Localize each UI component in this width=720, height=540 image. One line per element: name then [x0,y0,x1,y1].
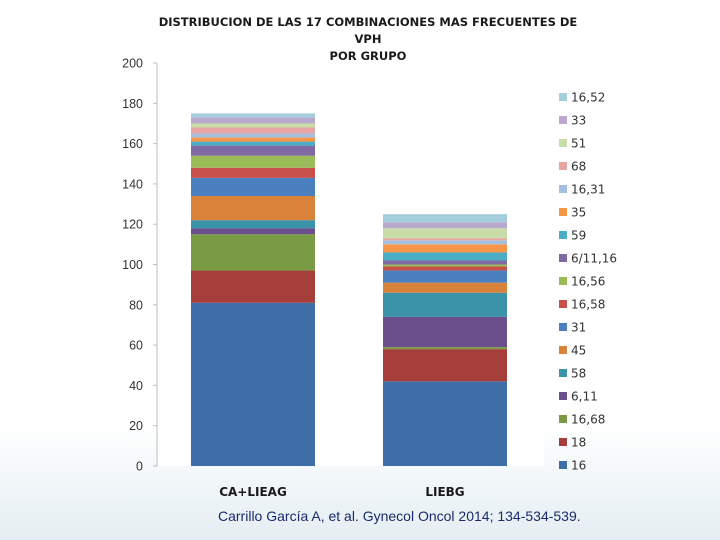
bar-segment [383,282,507,293]
bar-segment [383,347,507,350]
bar-segment [191,127,315,134]
bar-segment [383,240,507,245]
bar-segment [191,177,315,196]
bar-segment [383,244,507,253]
legend-label: 59 [571,229,586,243]
legend-swatch [559,323,567,331]
bar-segment [191,123,315,128]
x-tick-label: LIEBG [425,485,464,499]
bar-segment [383,260,507,265]
bar-segment [383,381,507,466]
legend-label: 68 [571,160,586,174]
legend-label: 16 [571,459,586,473]
bar-segment [191,270,315,303]
chart-title-line-1: DISTRIBUCION DE LAS 17 COMBINACIONES MAS… [158,15,578,46]
bar-segment [191,228,315,235]
legend-swatch [559,185,567,193]
bar-segment [191,113,315,118]
x-axis-labels: CA+LIEAG LIEBG [219,485,464,499]
y-tick-label: 60 [129,339,143,353]
legend-swatch [559,254,567,262]
y-axis: 0 20 40 60 80 100 120 140 160 180 200 [122,57,158,474]
bar-segment [191,220,315,229]
legend-swatch [559,438,567,446]
legend-label: 31 [571,321,586,335]
chart-title: DISTRIBUCION DE LAS 17 COMBINACIONES MAS… [150,14,586,65]
bar-segment [191,145,315,156]
bar-segment [191,195,315,221]
y-tick-label: 80 [129,298,143,312]
legend-swatch [559,415,567,423]
citation: Carrillo García A, et al. Gynecol Oncol … [218,508,581,524]
y-tick-label: 140 [122,177,143,191]
x-tick-label: CA+LIEAG [219,485,287,499]
legend-swatch [559,392,567,400]
bar-segment [191,155,315,168]
bar-segment [383,270,507,283]
legend-label: 6,11 [571,390,598,404]
y-tick-label: 20 [129,419,143,433]
bar-segment [191,167,315,178]
legend-label: 16,58 [571,298,605,312]
legend-label: 58 [571,367,586,381]
y-tick-label: 120 [122,218,143,232]
legend-swatch [559,162,567,170]
legend-label: 18 [571,436,586,450]
legend-swatch [559,300,567,308]
bars [191,113,507,466]
y-tick-label: 200 [122,57,143,71]
bar-segment [383,238,507,241]
legend-swatch [559,369,567,377]
bar-segment [383,266,507,271]
bar-segment [191,137,315,142]
legend-label: 16,68 [571,413,605,427]
legend-swatch [559,139,567,147]
y-tick-label: 180 [122,97,143,111]
bar-segment [191,141,315,146]
bar-segment [383,228,507,239]
chart-title-line-2: POR GRUPO [329,49,407,63]
legend: 16,52 33 51 68 16,31 35 59 6/11,16 16,56 16,58 31 4… [559,91,617,473]
y-tick-label: 40 [129,379,143,393]
legend-swatch [559,231,567,239]
bar-segment [191,302,315,466]
legend-label: 45 [571,344,586,358]
legend-label: 51 [571,137,586,151]
bar-segment [191,234,315,271]
legend-label: 33 [571,114,586,128]
legend-label: 16,56 [571,275,605,289]
legend-label: 16,31 [571,183,605,197]
legend-swatch [559,461,567,469]
bar-segment [383,222,507,229]
bar-segment [383,292,507,317]
bar-segment [383,264,507,267]
legend-swatch [559,116,567,124]
bar-segment [383,214,507,223]
bar-segment [383,349,507,382]
y-tick-label: 160 [122,137,143,151]
bar-segment [191,117,315,124]
legend-label: 6/11,16 [571,252,617,266]
legend-label: 16,52 [571,91,605,105]
bar-segment [191,133,315,138]
y-tick-label: 100 [122,258,143,272]
bar-segment [383,316,507,348]
legend-swatch [559,93,567,101]
y-tick-label: 0 [136,460,143,474]
legend-swatch [559,346,567,354]
bar-segment [383,252,507,261]
legend-swatch [559,277,567,285]
legend-swatch [559,208,567,216]
legend-label: 35 [571,206,586,220]
